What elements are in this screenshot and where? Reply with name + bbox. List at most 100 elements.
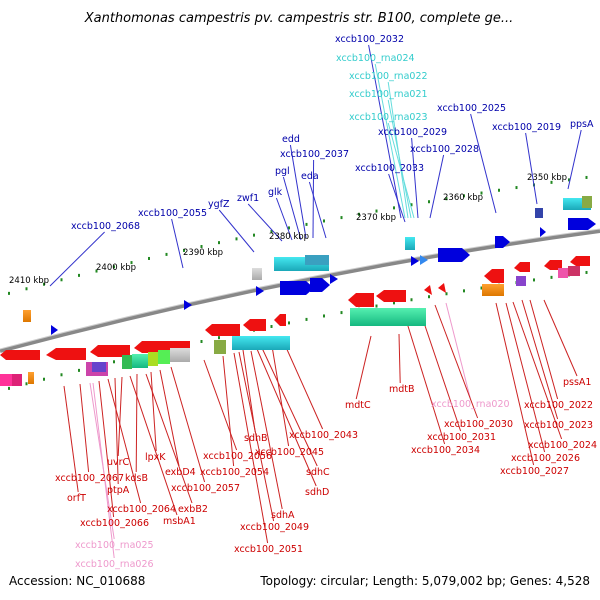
gene-label[interactable]: xccb100_2034: [411, 445, 480, 456]
reverse-gene: [376, 290, 406, 302]
tick-mark: [165, 252, 168, 256]
gene-label[interactable]: pssA1: [563, 377, 591, 388]
gene-label[interactable]: mdtC: [345, 400, 371, 411]
gene-label[interactable]: xccb100_2055: [138, 208, 207, 219]
leader-line: [429, 154, 445, 219]
gene-label[interactable]: xccb100_2049: [240, 522, 309, 533]
gene-label[interactable]: xccb100_rna022: [349, 71, 428, 82]
tick-mark: [270, 229, 273, 233]
tick-mark: [428, 200, 430, 204]
feature-block: [516, 276, 526, 286]
gene-label[interactable]: msbA1: [163, 516, 196, 527]
gene-label[interactable]: xccb100_2032: [335, 34, 404, 45]
forward-gene: [310, 278, 330, 292]
gene-label[interactable]: xccb100_2031: [427, 432, 496, 443]
gene-label[interactable]: ptpA: [107, 485, 130, 496]
tick-mark: [43, 377, 45, 381]
leader-line: [387, 99, 412, 219]
gene-label[interactable]: xccb100_2043: [289, 430, 358, 441]
leader-line: [411, 137, 419, 219]
gene-label[interactable]: xccb100_2029: [378, 127, 447, 138]
leader-line: [525, 132, 538, 205]
gene-label[interactable]: exbB2: [178, 504, 208, 515]
gene-label[interactable]: xccb100_rna023: [349, 112, 428, 123]
gene-label[interactable]: xccb100_2037: [280, 149, 349, 160]
gene-label[interactable]: xccb100_rna020: [431, 399, 510, 410]
gene-label[interactable]: xccb100_2068: [71, 221, 140, 232]
gene-label[interactable]: glk: [268, 187, 283, 198]
tick-mark: [288, 226, 290, 230]
gene-label[interactable]: sdhD: [305, 487, 329, 498]
gene-label[interactable]: xccb100_2056: [203, 451, 272, 462]
feature-block: [214, 340, 226, 354]
gene-label[interactable]: xccb100_2057: [171, 483, 240, 494]
gene-label[interactable]: xccb100_2054: [200, 467, 269, 478]
gene-label[interactable]: sdhA: [271, 510, 295, 521]
gene-label[interactable]: xccb100_2022: [524, 400, 593, 411]
feature-block: [558, 268, 568, 278]
gene-label[interactable]: xccb100_2045: [255, 447, 324, 458]
gene-label[interactable]: xccb100_2024: [528, 440, 597, 451]
tick-mark: [60, 278, 63, 282]
gene-label[interactable]: sdhB: [244, 433, 268, 444]
leader-line: [150, 371, 157, 452]
gene-label[interactable]: mdtB: [389, 384, 415, 395]
leader-line: [238, 351, 275, 522]
gene-label[interactable]: ygfZ: [208, 199, 230, 210]
reverse-track: [0, 256, 590, 386]
tick-mark: [8, 291, 10, 295]
leader-line: [129, 375, 178, 516]
feature-block: [122, 355, 132, 369]
gene-label[interactable]: xccb100_2066: [80, 518, 149, 529]
gene-label[interactable]: kdsB: [125, 473, 148, 484]
reverse-gene: [0, 350, 40, 360]
tick-mark: [235, 237, 238, 241]
gene-label[interactable]: edd: [282, 134, 300, 145]
feature-block: [132, 354, 148, 368]
leader-line: [308, 181, 327, 239]
gene-label[interactable]: uvrC: [107, 457, 130, 468]
leader-line: [63, 385, 79, 493]
gene-label[interactable]: xccb100_2026: [511, 453, 580, 464]
tick-mark: [340, 311, 343, 315]
gene-label[interactable]: orfT: [67, 493, 86, 504]
gene-label[interactable]: xccb100_rna026: [75, 559, 154, 570]
gene-label[interactable]: xccb100_2025: [437, 103, 506, 114]
gene-label[interactable]: exbD4: [165, 467, 196, 478]
feature-block: [568, 266, 580, 276]
gene-label[interactable]: pgl: [275, 166, 290, 177]
leader-line: [282, 176, 302, 241]
reverse-gene: [484, 269, 504, 283]
gene-label[interactable]: xccb100_rna024: [336, 53, 415, 64]
tick-mark: [270, 324, 273, 328]
reverse-gene: [570, 256, 590, 266]
feature-block: [148, 352, 158, 366]
tick-mark: [8, 386, 10, 390]
accession-text: Accession: NC_010688: [9, 574, 145, 588]
gene-label[interactable]: xccb100_rna021: [349, 89, 428, 100]
leader-line: [374, 63, 406, 219]
gene-label[interactable]: xccb100_2027: [500, 466, 569, 477]
topology-text: Topology: circular; Length: 5,079,002 bp…: [259, 574, 590, 588]
leader-line: [203, 359, 238, 451]
gene-label[interactable]: eda: [301, 171, 319, 182]
gene-label[interactable]: xccb100_2028: [410, 144, 479, 155]
gene-label[interactable]: xccb100_rna025: [75, 540, 154, 551]
gene-label[interactable]: ppsA: [570, 119, 594, 130]
gene-label[interactable]: lpxK: [145, 452, 166, 463]
gene-label[interactable]: xccb100_2019: [492, 122, 561, 133]
tick-mark: [498, 188, 500, 192]
tick-mark: [25, 382, 28, 386]
gene-label[interactable]: xccb100_2030: [444, 419, 513, 430]
gene-label[interactable]: xccb100_2064: [107, 504, 176, 515]
gene-label[interactable]: sdhC: [306, 467, 330, 478]
gene-label[interactable]: xccb100_2033: [355, 163, 424, 174]
gene-label[interactable]: xccb100_2023: [524, 420, 593, 431]
gene-label[interactable]: xccb100_2051: [234, 544, 303, 555]
feature-block: [232, 336, 290, 350]
tick-mark: [288, 321, 290, 325]
scale-label: 2410 kbp: [9, 276, 49, 286]
gene-label[interactable]: zwf1: [237, 193, 259, 204]
gene-label[interactable]: xccb100_2067: [55, 473, 124, 484]
feature-block: [482, 284, 504, 296]
